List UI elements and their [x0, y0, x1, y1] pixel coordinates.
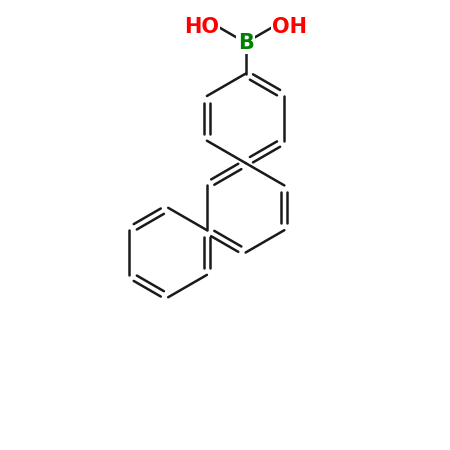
- Text: HO: HO: [184, 17, 219, 37]
- Text: B: B: [238, 33, 254, 53]
- Text: OH: OH: [272, 17, 307, 37]
